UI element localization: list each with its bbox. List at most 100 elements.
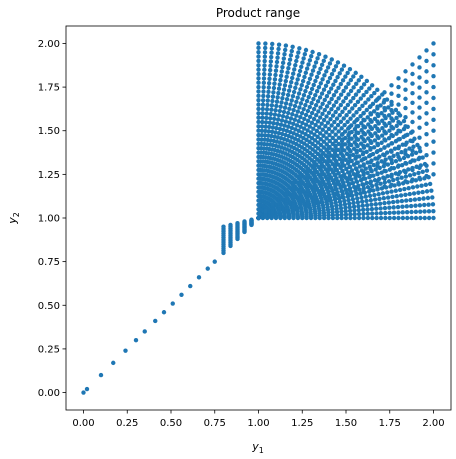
data-point: [260, 106, 265, 112]
data-point: [287, 57, 293, 62]
data-point: [431, 172, 436, 177]
data-point: [268, 63, 273, 68]
data-point: [274, 59, 280, 65]
data-point: [315, 119, 321, 124]
data-point: [360, 203, 365, 208]
data-point: [305, 108, 311, 114]
data-point: [256, 189, 261, 195]
data-point: [259, 137, 264, 142]
data-point: [333, 109, 338, 115]
data-point: [403, 96, 408, 102]
data-point: [319, 172, 324, 177]
data-point: [275, 117, 281, 122]
data-point: [342, 198, 347, 204]
data-point: [403, 151, 408, 157]
data-point: [269, 107, 274, 112]
data-point: [417, 175, 422, 181]
data-point: [315, 99, 321, 104]
data-point: [395, 199, 400, 204]
data-point: [354, 160, 359, 166]
data-point: [312, 187, 317, 193]
data-point: [431, 95, 436, 101]
x-tick-label: 0.75: [204, 418, 226, 429]
data-point: [391, 215, 397, 221]
data-point: [318, 81, 323, 86]
data-point: [256, 97, 261, 103]
data-point: [416, 190, 421, 195]
data-point: [313, 103, 319, 108]
data-point: [374, 211, 379, 216]
data-point: [347, 193, 352, 198]
data-point: [260, 102, 266, 107]
data-point: [394, 193, 399, 199]
data-point: [417, 95, 422, 100]
data-point: [424, 173, 429, 179]
data-point: [291, 89, 297, 95]
data-point: [340, 152, 345, 158]
data-point: [326, 145, 331, 151]
data-point: [343, 85, 349, 90]
data-point: [323, 54, 328, 59]
data-point: [354, 173, 359, 178]
data-point: [266, 89, 271, 95]
data-point: [331, 82, 336, 87]
data-point: [338, 92, 344, 97]
data-point: [276, 86, 282, 91]
data-point: [272, 116, 277, 122]
data-point: [424, 111, 429, 116]
data-point: [418, 209, 423, 214]
data-point: [290, 94, 296, 99]
data-point: [403, 179, 408, 184]
data-point: [261, 80, 267, 86]
data-point: [339, 209, 344, 214]
data-point: [374, 206, 379, 211]
data-point: [345, 70, 350, 76]
data-point: [309, 86, 315, 92]
data-point: [359, 85, 364, 90]
data-point: [358, 113, 363, 119]
data-point: [426, 209, 432, 214]
data-point: [387, 210, 392, 216]
data-point: [267, 124, 272, 130]
data-point: [294, 58, 299, 64]
data-point: [396, 163, 401, 168]
data-point: [319, 168, 324, 174]
data-point: [389, 116, 394, 121]
data-point: [306, 133, 311, 139]
data-point: [329, 57, 334, 62]
data-point: [273, 72, 278, 78]
data-point: [391, 177, 396, 183]
data-point: [326, 176, 331, 181]
data-point: [343, 157, 349, 163]
data-point: [329, 106, 334, 112]
data-point: [356, 89, 361, 94]
data-point: [380, 191, 386, 196]
data-point: [365, 207, 370, 212]
data-point: [421, 196, 426, 201]
data-point: [333, 143, 338, 149]
data-point: [369, 83, 375, 88]
data-point: [373, 167, 378, 172]
data-point: [329, 96, 334, 102]
data-point: [417, 125, 422, 130]
data-point: [262, 50, 268, 55]
data-point: [375, 119, 380, 124]
data-point: [354, 118, 359, 123]
data-point: [303, 47, 309, 53]
data-point: [316, 109, 321, 114]
y-tick-label: 0.25: [38, 344, 60, 355]
data-point: [263, 124, 268, 129]
data-point: [403, 148, 408, 153]
data-point: [303, 132, 308, 137]
data-point: [332, 119, 337, 125]
data-point: [406, 186, 411, 191]
data-point: [235, 221, 240, 226]
data-point: [312, 194, 317, 200]
data-point: [389, 174, 394, 179]
data-point: [269, 46, 275, 51]
data-point: [352, 102, 358, 108]
data-point: [256, 102, 261, 107]
data-point: [382, 145, 387, 150]
data-point: [382, 200, 387, 206]
data-point: [271, 85, 277, 91]
